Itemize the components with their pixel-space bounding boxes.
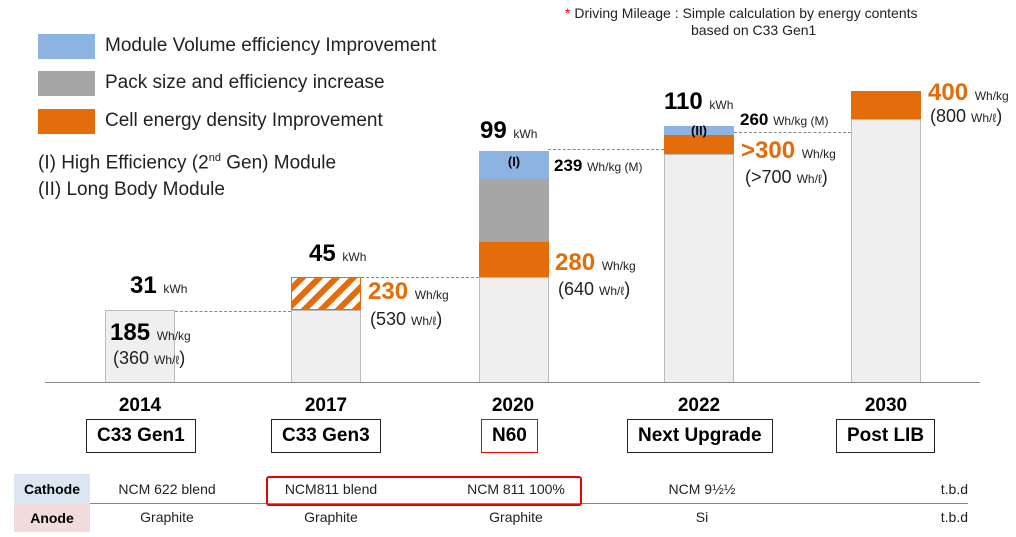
density-2014: 185 Wh/kg: [110, 319, 191, 346]
vol-density-2030: (800 Wh/ℓ): [930, 106, 1003, 126]
bar-segment-base: [105, 310, 175, 382]
module-tag: (I): [507, 154, 521, 169]
density-2017: 230 Wh/kg: [368, 278, 449, 305]
legend-label-cell: Cell energy density Improvement: [105, 110, 383, 131]
product-next-upgrade: Next Upgrade: [627, 419, 773, 453]
density-2020: 280 Wh/kg: [555, 249, 636, 276]
bar-segment-base: [851, 119, 921, 382]
module-density-2022: 260 Wh/kg (M): [740, 110, 829, 129]
table-cell: NCM 9½½: [668, 481, 736, 497]
table-cell: Graphite: [140, 509, 194, 525]
cathode-header: Cathode: [14, 474, 90, 504]
module-density-2020: 239 Wh/kg (M): [554, 156, 643, 175]
bar-segment-module-volume-efficiency-improvement: (II): [664, 123, 734, 138]
product-n60: N60: [481, 419, 538, 453]
table-cell: Si: [695, 509, 709, 525]
bar-segment-cell-energy-density-improvement: [851, 91, 921, 119]
bar-2030: [851, 91, 921, 382]
table-cell: Graphite: [304, 509, 358, 525]
capacity-label-2014: 31 kWh: [130, 272, 188, 299]
footnote-line2: based on C33 Gen1: [691, 22, 817, 38]
vol-density-2014: (360 Wh/ℓ): [113, 348, 186, 368]
year-2017: 2017: [304, 395, 348, 416]
density-2030: 400 Wh/kg: [928, 79, 1009, 106]
product-post-lib: Post LIB: [836, 419, 936, 453]
legend-label-module: Module Volume efficiency Improvement: [105, 35, 437, 56]
product-c33-gen3: C33 Gen3: [271, 419, 381, 453]
module-note-ii: (II) Long Body Module: [38, 179, 225, 200]
year-2020: 2020: [491, 395, 535, 416]
bar-segment-module-volume-efficiency-improvement: (I): [479, 151, 549, 179]
footnote: * Driving Mileage : Simple calculation b…: [565, 5, 918, 21]
anode-header: Anode: [14, 504, 90, 532]
bar-2022: (II): [664, 123, 734, 382]
bar-2020: (I): [479, 151, 549, 382]
connector-line: [361, 277, 479, 278]
highlight-box: [266, 476, 582, 506]
module-tag: (II): [691, 123, 707, 138]
bar-segment-cell-energy-density-improvement: [664, 135, 734, 154]
year-2014: 2014: [118, 395, 162, 416]
year-2030: 2030: [864, 395, 908, 416]
table-cell: t.b.d: [940, 509, 968, 525]
legend-label-pack: Pack size and efficiency increase: [105, 72, 385, 93]
bar-2017: [291, 277, 361, 382]
density-2022: >300 Wh/kg: [741, 137, 836, 164]
table-cell: NCM 622 blend: [118, 481, 216, 497]
table-cell: t.b.d: [940, 481, 968, 497]
bar-segment-pack-size-and-efficiency-increase: [479, 179, 549, 242]
legend-swatch-pack: [38, 71, 95, 96]
bar-segment-base: [664, 154, 734, 382]
vol-density-2020: (640 Wh/ℓ): [558, 279, 631, 299]
table-cell: NCM 811 100%: [467, 481, 565, 497]
baseline-axis: [45, 382, 980, 383]
legend-swatch-cell: [38, 109, 95, 134]
capacity-label-2017: 45 kWh: [309, 240, 367, 267]
connector-line: [175, 311, 291, 312]
table-cell: Graphite: [489, 509, 543, 525]
bar-segment-base: [479, 277, 549, 382]
capacity-label-2020: 99 kWh: [480, 117, 538, 144]
connector-line: [548, 149, 664, 150]
module-note-i: (I) High Efficiency (2nd Gen) Module: [38, 152, 337, 174]
table-divider: [90, 503, 968, 504]
bar-segment-cell-energy-density-improvement: [479, 242, 549, 277]
year-2022: 2022: [677, 395, 721, 416]
bar-segment-cell-energy-density-improvement: [291, 277, 361, 310]
capacity-label-2022: 110 kWh: [664, 88, 734, 115]
vol-density-2022: (>700 Wh/ℓ): [745, 167, 828, 187]
legend-swatch-module: [38, 34, 95, 59]
connector-line: [734, 132, 851, 133]
bar-2014: [105, 310, 175, 382]
vol-density-2017: (530 Wh/ℓ): [370, 309, 443, 329]
bar-segment-base: [291, 310, 361, 382]
table-cell: NCM811 blend: [284, 481, 378, 497]
product-c33-gen1: C33 Gen1: [86, 419, 196, 453]
